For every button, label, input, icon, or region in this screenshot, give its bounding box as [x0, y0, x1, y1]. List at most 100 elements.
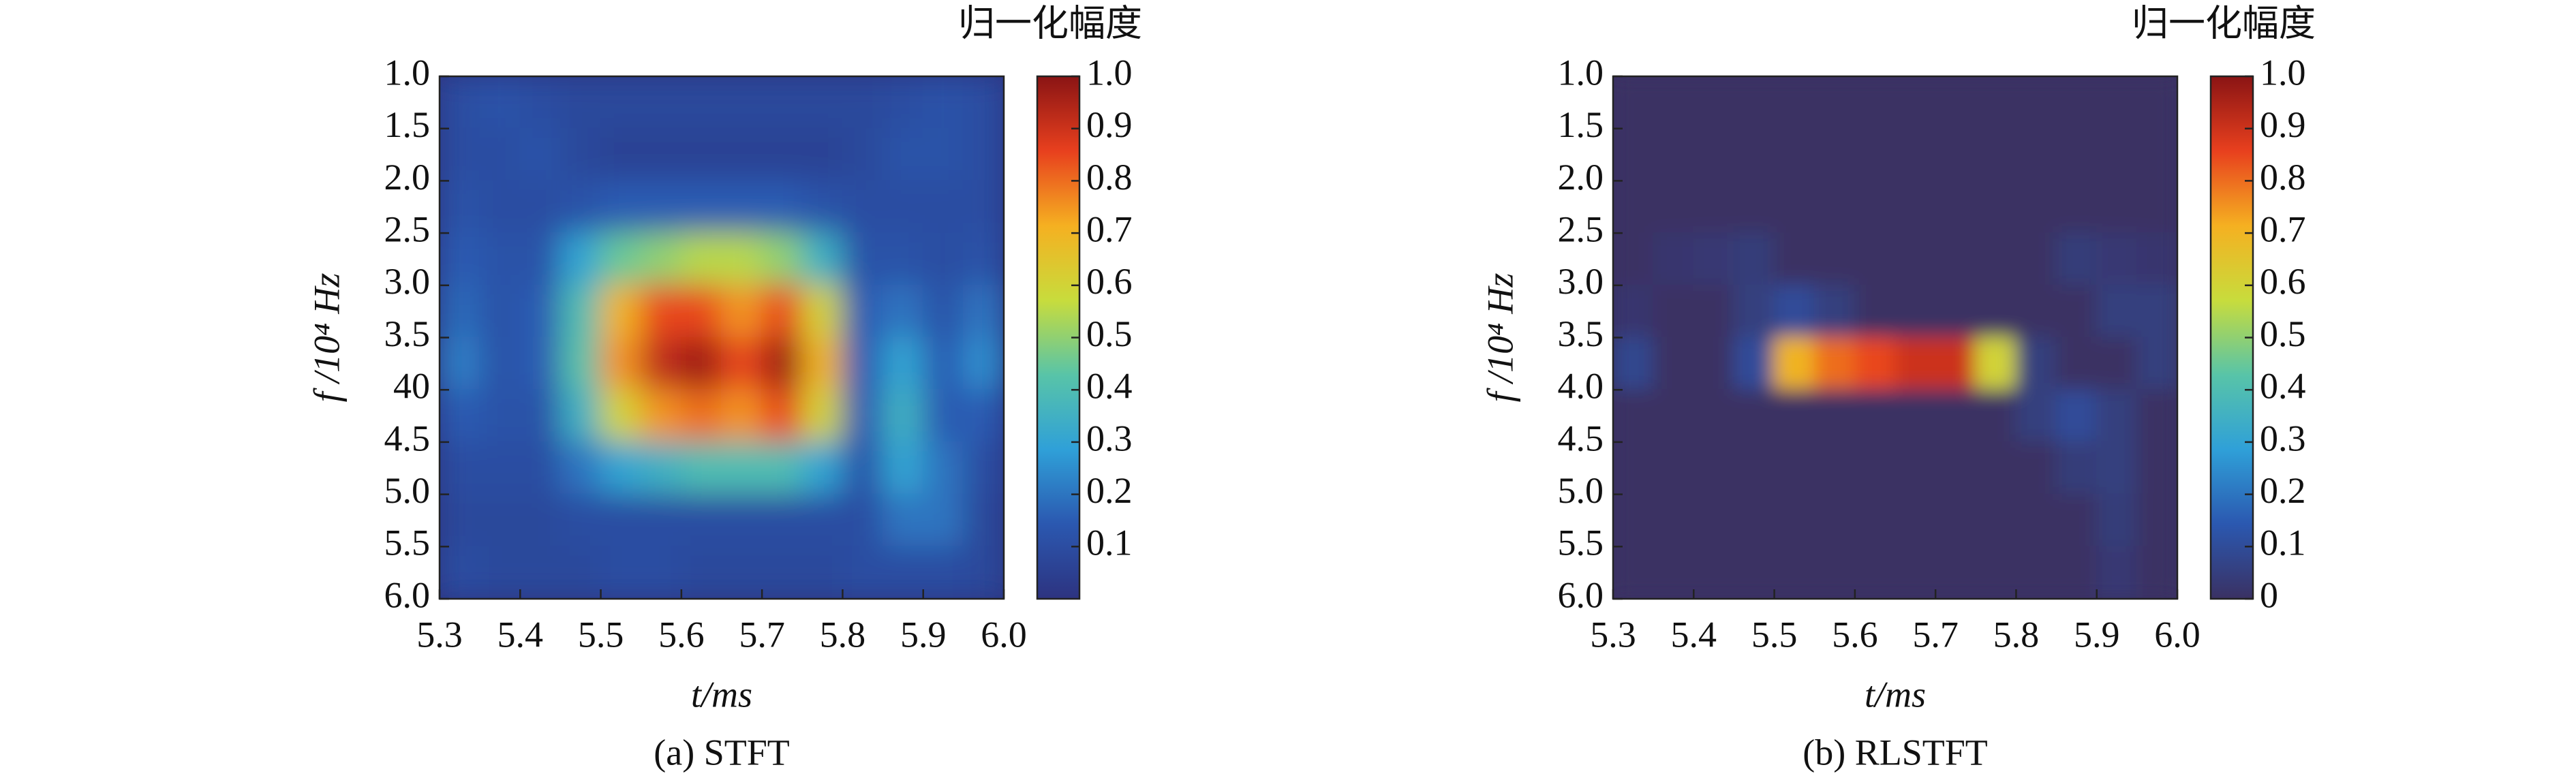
y-tick-label: 3.0	[384, 261, 431, 302]
heatmap-cell	[440, 441, 481, 495]
heatmap-cell	[640, 441, 682, 495]
heatmap-cell	[801, 546, 844, 599]
heatmap-cell	[1773, 76, 1815, 129]
heatmap-cell	[680, 76, 722, 129]
heatmap-cell	[801, 389, 844, 443]
heatmap-cell	[1653, 127, 1695, 182]
heatmap-cell	[1613, 284, 1655, 339]
heatmap-cell	[922, 232, 964, 286]
heatmap-cell	[1813, 493, 1856, 548]
heatmap-cell	[2015, 441, 2057, 495]
heatmap-cell	[962, 127, 1004, 182]
x-tick-label: 5.8	[820, 614, 866, 655]
heatmap-cell	[680, 232, 722, 286]
heatmap-cell	[1935, 127, 1977, 182]
heatmap-cell	[2096, 127, 2138, 182]
colorbar-label: 归一化幅度	[958, 2, 1142, 45]
heatmap-cell	[2136, 546, 2177, 599]
caption: (b) RLSTFT	[1803, 732, 1988, 773]
heatmap-cell	[721, 180, 763, 234]
heatmap-cell	[600, 232, 642, 286]
heatmap-cell	[680, 546, 722, 599]
heatmap-cell	[559, 180, 602, 234]
heatmap-cell	[2055, 127, 2098, 182]
heatmap-cell	[640, 493, 682, 548]
heatmap-cell	[519, 127, 562, 182]
colorbar-tick-label: 0.4	[2260, 366, 2306, 407]
heatmap-cell	[1693, 232, 1735, 286]
colorbar-tick-label: 0.8	[1086, 157, 1133, 198]
heatmap-cell	[680, 441, 722, 495]
heatmap-cell	[2096, 546, 2138, 599]
heatmap-cell	[1733, 127, 1775, 182]
y-tick-label: 40	[393, 366, 430, 407]
heatmap-cell	[1613, 337, 1655, 391]
heatmap-cell	[600, 441, 642, 495]
y-tick-label: 3.5	[384, 313, 431, 354]
heatmap-cell	[801, 232, 844, 286]
heatmap-cell	[640, 389, 682, 443]
heatmap-cell	[479, 337, 521, 391]
heatmap-cell	[801, 180, 844, 234]
heatmap-cell	[559, 284, 602, 339]
heatmap-cell	[1613, 76, 1655, 129]
heatmap-clip	[440, 76, 1004, 599]
y-tick-label: 2.5	[384, 208, 431, 249]
y-tick-label: 1.5	[1558, 104, 1604, 145]
heatmap-cell	[1773, 284, 1815, 339]
x-tick-label: 5.3	[1590, 614, 1636, 655]
heatmap-cell	[440, 127, 481, 182]
heatmap-clip	[1613, 76, 2177, 599]
heatmap-cell	[1693, 546, 1735, 599]
heatmap-cell	[1854, 180, 1896, 234]
heatmap-cell	[479, 493, 521, 548]
heatmap-cell	[1773, 180, 1815, 234]
heatmap-cell	[962, 337, 1004, 391]
heatmap-cell	[640, 232, 682, 286]
x-axis-label: t/ms	[1865, 674, 1926, 715]
heatmap-cell	[1935, 389, 1977, 443]
heatmap-cell	[2136, 180, 2177, 234]
heatmap-cell	[842, 493, 884, 548]
heatmap-cell	[440, 493, 481, 548]
y-tick-label: 5.5	[384, 523, 431, 563]
heatmap-cell	[1813, 441, 1856, 495]
heatmap-cell	[680, 493, 722, 548]
heatmap-cell	[1653, 493, 1695, 548]
heatmap-cell	[801, 493, 844, 548]
heatmap-cell	[882, 493, 924, 548]
heatmap-cell	[559, 493, 602, 548]
heatmap-cell	[922, 441, 964, 495]
heatmap-cell	[761, 441, 803, 495]
heatmap-cell	[1854, 546, 1896, 599]
heatmap-cell	[1613, 441, 1655, 495]
heatmap-cell	[721, 127, 763, 182]
heatmap-cell	[1813, 546, 1856, 599]
heatmap-cell	[1693, 389, 1735, 443]
heatmap-cell	[2015, 389, 2057, 443]
heatmap-cell	[1895, 76, 1937, 129]
heatmap-cell	[559, 441, 602, 495]
colorbar-tick-label: 0.4	[1086, 366, 1133, 407]
heatmap-cell	[1653, 76, 1695, 129]
heatmap-cell	[842, 76, 884, 129]
heatmap-cell	[1693, 76, 1735, 129]
heatmap-cell	[882, 76, 924, 129]
colorbar-tick-label: 0.5	[2260, 313, 2306, 354]
heatmap-cell	[2055, 441, 2098, 495]
heatmap-cell	[761, 284, 803, 339]
heatmap-cell	[440, 546, 481, 599]
heatmap-cell	[1975, 389, 2017, 443]
heatmap-cell	[1653, 180, 1695, 234]
heatmap-cell	[1854, 76, 1896, 129]
heatmap-cell	[922, 493, 964, 548]
heatmap-cell	[922, 76, 964, 129]
heatmap-cell	[1935, 546, 1977, 599]
heatmap-cell	[1854, 284, 1896, 339]
colorbar-tick-label: 0.3	[1086, 418, 1133, 458]
heatmap-cell	[2055, 232, 2098, 286]
colorbar-tick-label: 0.2	[1086, 470, 1133, 511]
heatmap-cell	[440, 232, 481, 286]
heatmap-cell	[519, 441, 562, 495]
heatmap-cell	[1813, 284, 1856, 339]
